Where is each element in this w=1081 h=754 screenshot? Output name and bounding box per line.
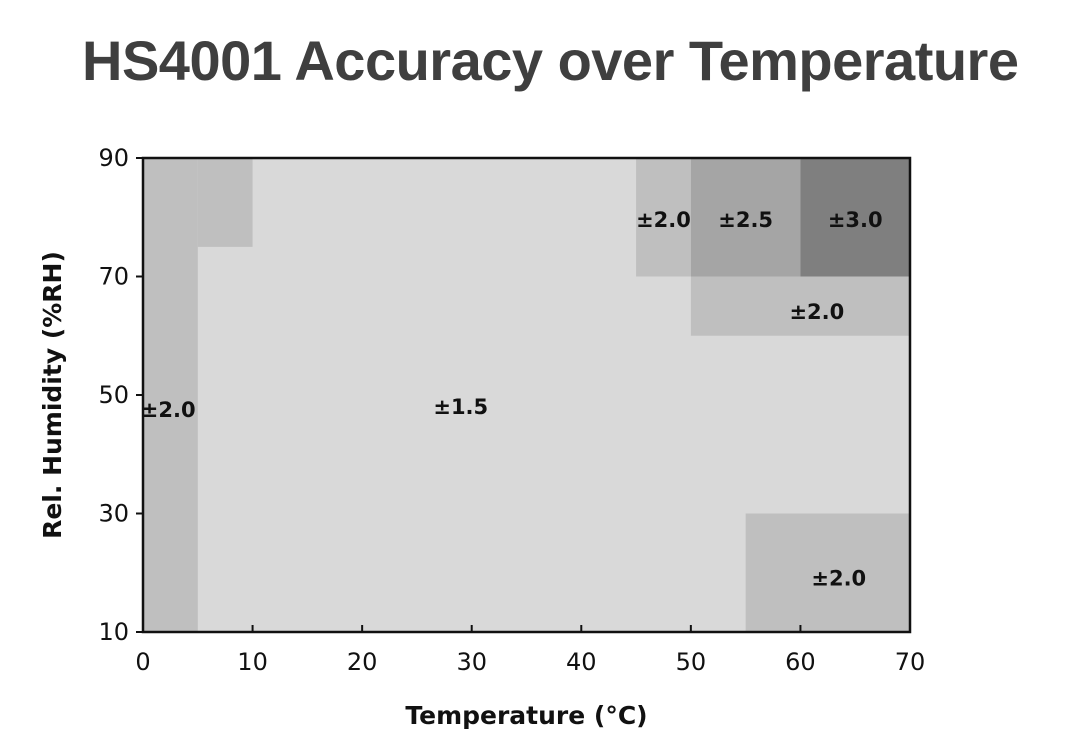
region-label-0: ±1.5 bbox=[433, 395, 488, 419]
x-axis-ticks: 0 10 20 30 40 50 60 70 bbox=[135, 625, 925, 676]
y-axis-label: Rel. Humidity (%RH) bbox=[38, 251, 67, 539]
region-label-6: ±2.0 bbox=[789, 300, 844, 324]
region-label-5: ±3.0 bbox=[828, 208, 883, 232]
x-tick-label: 10 bbox=[237, 648, 268, 676]
heatmap-region-6 bbox=[690, 276, 910, 336]
heatmap-region-2 bbox=[197, 158, 253, 247]
x-axis-label: Temperature (°C) bbox=[405, 701, 647, 730]
x-tick-label: 30 bbox=[456, 648, 487, 676]
region-label-3: ±2.0 bbox=[636, 208, 691, 232]
region-labels: ±1.5 ±2.0 ±2.0 ±2.5 ±3.0 ±2.0 ±2.0 bbox=[141, 208, 883, 590]
heatmap-region-4 bbox=[690, 158, 801, 277]
x-tick-label: 0 bbox=[135, 648, 150, 676]
region-label-4: ±2.5 bbox=[718, 208, 773, 232]
x-tick-label: 70 bbox=[895, 648, 926, 676]
y-tick-label: 10 bbox=[98, 618, 129, 646]
x-tick-label: 60 bbox=[785, 648, 816, 676]
heatmap-region-5 bbox=[800, 158, 910, 277]
chart-title: HS4001 Accuracy over Temperature bbox=[82, 29, 1019, 92]
y-tick-label: 70 bbox=[98, 263, 129, 291]
heatmap-region-1 bbox=[143, 158, 198, 632]
y-axis-ticks: 10 30 50 70 90 bbox=[98, 144, 143, 646]
y-tick-label: 50 bbox=[98, 381, 129, 409]
x-tick-label: 40 bbox=[566, 648, 597, 676]
x-tick-label: 50 bbox=[676, 648, 707, 676]
heatmap-region-3 bbox=[636, 158, 691, 277]
y-tick-label: 30 bbox=[98, 500, 129, 528]
region-label-1: ±2.0 bbox=[141, 398, 196, 422]
y-tick-label: 90 bbox=[98, 144, 129, 172]
heatmap-regions bbox=[143, 158, 910, 632]
x-tick-label: 20 bbox=[347, 648, 378, 676]
region-label-7: ±2.0 bbox=[811, 567, 866, 591]
heatmap-region-7 bbox=[745, 513, 910, 632]
